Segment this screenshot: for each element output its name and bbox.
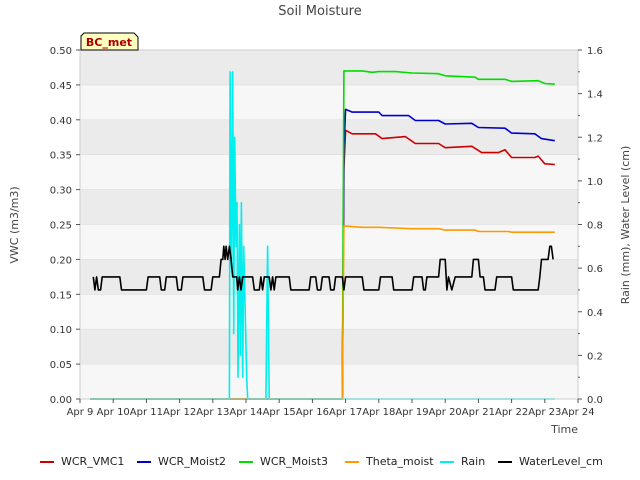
x-axis-label: Time [550, 423, 578, 436]
legend: WCR_VMC1 WCR_Moist2 WCR_Moist3 Theta_moist R… [40, 455, 603, 468]
site-badge-label: BC_met [86, 36, 132, 49]
y-right-tick-label: 0.2 [587, 351, 603, 362]
grid-band [80, 154, 578, 190]
x-axis: Apr 9 Apr 10 Apr 11 Apr 12 Apr 13 Apr 14 Apr 1… [67, 399, 595, 418]
legend-label-wcr-moist2: WCR_Moist2 [158, 455, 226, 468]
y-left-tick-label: 0.30 [50, 186, 72, 197]
legend-label-waterlevel-cm: WaterLevel_cm [519, 455, 603, 468]
y-left-tick-label: 0.05 [50, 360, 72, 371]
series-wcr-moist2-line [90, 108, 555, 400]
legend-label-wcr-moist3: WCR_Moist3 [260, 455, 328, 468]
x-tick-label: Apr 24 [561, 407, 594, 418]
x-tick-label: Apr 17 [329, 407, 362, 418]
y-right-tick-label: 0.6 [587, 264, 603, 275]
legend-label-theta-moist: Theta_moist [365, 455, 434, 468]
x-tick-label: Apr 23 [528, 407, 561, 418]
x-tick-label: Apr 16 [296, 407, 329, 418]
x-tick-label: Apr 11 [130, 407, 163, 418]
grid-band [80, 329, 578, 365]
y-axis-left: 0.00 0.05 0.10 0.15 0.20 0.25 0.30 0.35 0.40 0.45… [50, 46, 80, 406]
grid-band [80, 294, 578, 330]
y-left-tick-label: 0.10 [50, 325, 72, 336]
y-axis-right-label: Rain (mm), Water Level (cm) [619, 146, 632, 305]
x-tick-label: Apr 12 [163, 407, 196, 418]
y-left-tick-label: 0.20 [50, 255, 72, 266]
y-axis-left-label: VWC (m3/m3) [8, 186, 21, 263]
y-left-tick-label: 0.25 [50, 221, 72, 232]
y-right-tick-label: 1.0 [587, 177, 603, 188]
y-right-tick-label: 1.4 [587, 90, 603, 101]
grid-bands [80, 49, 578, 400]
y-right-tick-label: 1.2 [587, 133, 603, 144]
y-right-tick-label: 0.4 [587, 308, 603, 319]
y-left-tick-label: 0.40 [50, 116, 72, 127]
x-tick-label: Apr 15 [263, 407, 296, 418]
x-tick-label: Apr 20 [429, 407, 462, 418]
grid-band [80, 84, 578, 120]
grid-band [80, 364, 578, 399]
series-wcr-moist3-line [90, 70, 555, 400]
y-right-tick-label: 1.6 [587, 46, 603, 57]
x-tick-label: Apr 21 [462, 407, 495, 418]
series-wcr-vmc1-line [90, 129, 555, 400]
series-waterlevel-cm-line [92, 245, 554, 291]
series-theta-moist-line [90, 225, 555, 400]
y-axis-right: 0.0 0.2 0.4 0.6 0.8 1.0 1.2 1.4 1.6 [578, 46, 603, 406]
x-tick-label: Apr 9 [67, 407, 94, 418]
y-left-tick-label: 0.00 [50, 395, 72, 406]
chart-title: Soil Moisture [278, 4, 362, 19]
grid-band [80, 224, 578, 260]
x-tick-label: Apr 10 [97, 407, 130, 418]
x-tick-label: Apr 13 [196, 407, 229, 418]
x-tick-label: Apr 18 [362, 407, 395, 418]
y-left-tick-label: 0.50 [50, 46, 72, 57]
legend-label-rain: Rain [461, 455, 485, 468]
y-left-tick-label: 0.45 [50, 81, 72, 92]
x-tick-label: Apr 19 [395, 407, 428, 418]
grid-band [80, 119, 578, 155]
y-left-tick-label: 0.15 [50, 290, 72, 301]
y-left-tick-label: 0.35 [50, 151, 72, 162]
grid-band [80, 189, 578, 225]
x-tick-label: Apr 22 [495, 407, 528, 418]
site-badge-box [80, 32, 139, 51]
y-right-tick-label: 0.8 [587, 221, 603, 232]
legend-label-wcr-vmc1: WCR_VMC1 [61, 455, 124, 468]
x-tick-label: Apr 14 [229, 407, 262, 418]
site-badge: BC_met [80, 32, 139, 51]
y-right-tick-label: 0.0 [587, 395, 603, 406]
